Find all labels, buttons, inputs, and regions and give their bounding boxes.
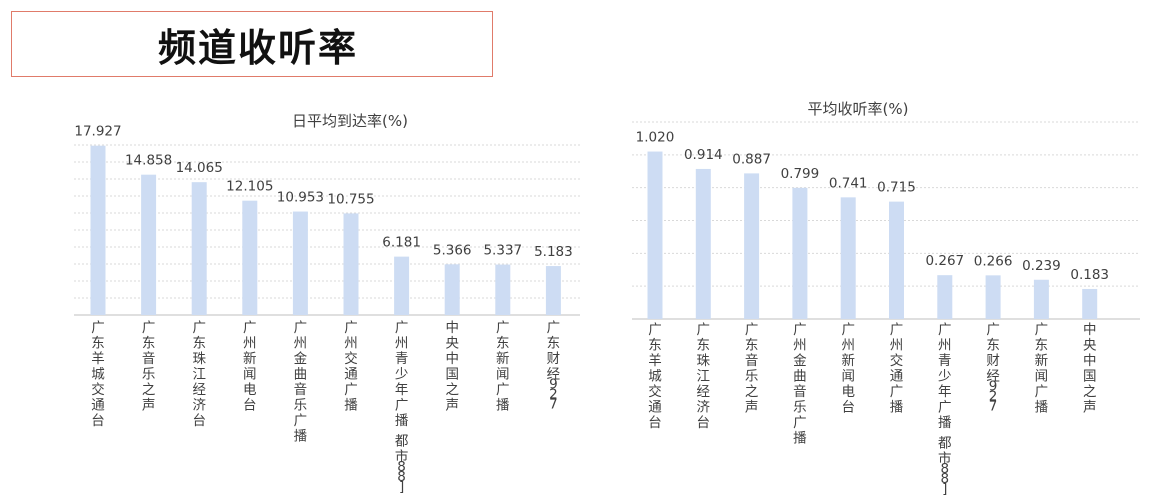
data-label: 0.715	[877, 180, 916, 196]
category-label: 广东珠江经济台	[697, 322, 711, 431]
category-label: 广州青少年广播 都市 8 8]	[938, 322, 952, 497]
bar	[495, 264, 511, 315]
bar	[792, 187, 808, 319]
data-label: 6.181	[382, 235, 421, 251]
data-label: 12.105	[226, 179, 273, 195]
data-label: 0.183	[1070, 267, 1109, 283]
data-label: 17.927	[74, 124, 121, 140]
data-label: 0.887	[732, 151, 771, 167]
category-label: 广东音乐之声	[142, 320, 156, 414]
category-label: 广东财经 9 2 7	[986, 322, 1000, 415]
bar	[394, 256, 410, 315]
data-label: 5.366	[433, 242, 472, 258]
bar	[1033, 279, 1049, 319]
category-label: 广州金曲音乐广播	[294, 320, 308, 445]
chart-title: 平均收听率(%)	[808, 100, 909, 118]
data-label: 1.020	[636, 130, 675, 146]
bar	[545, 266, 561, 315]
category-label: 广州青少年广播 都市 8 8]	[395, 320, 409, 495]
chart-title: 日平均到达率(%)	[292, 112, 408, 130]
data-label: 10.953	[277, 190, 324, 206]
bar	[191, 182, 207, 315]
bar	[647, 151, 663, 319]
category-label: 中央中国之声	[1083, 322, 1097, 416]
category-label: 广州金曲音乐广播	[793, 322, 807, 447]
bar	[744, 173, 760, 319]
category-label: 广州交通广播	[344, 320, 358, 414]
data-label: 0.266	[974, 253, 1013, 269]
bar	[985, 275, 1001, 319]
bar	[1082, 288, 1098, 319]
bar	[444, 264, 460, 315]
category-label: 广州交通广播	[890, 322, 904, 416]
bar	[889, 201, 904, 319]
bar	[343, 213, 359, 315]
bar	[242, 200, 258, 315]
page-title-box: 频道收听率	[11, 11, 493, 77]
bar	[292, 211, 308, 315]
bar	[695, 168, 711, 319]
data-label: 10.755	[327, 191, 374, 207]
bar	[141, 174, 157, 315]
data-label: 0.239	[1022, 258, 1061, 274]
category-label: 广东音乐之声	[745, 322, 759, 416]
data-label: 14.858	[125, 153, 172, 169]
category-label: 中央中国之声	[445, 320, 459, 414]
data-label: 5.183	[534, 244, 573, 260]
data-label: 5.337	[483, 243, 522, 259]
data-label: 0.914	[684, 147, 723, 163]
data-label: 14.065	[176, 160, 223, 176]
bar	[90, 145, 106, 315]
data-label: 0.267	[925, 253, 964, 269]
category-label: 广州新闻电台	[243, 320, 257, 414]
bar	[840, 197, 856, 319]
category-label: 广东新闻广播	[496, 320, 510, 414]
category-label: 广东财经 9 2 7	[547, 320, 561, 413]
category-label: 广东羊城交通台	[648, 322, 662, 431]
category-label: 广东珠江经济台	[192, 320, 206, 429]
page-title: 频道收听率	[157, 25, 358, 70]
category-label: 广州新闻电台	[841, 322, 855, 416]
category-label: 广东新闻广播	[1035, 322, 1049, 416]
category-label: 广东羊城交通台	[91, 320, 105, 429]
data-label: 0.741	[829, 175, 868, 191]
data-label: 0.799	[781, 166, 820, 182]
bar	[937, 275, 953, 319]
